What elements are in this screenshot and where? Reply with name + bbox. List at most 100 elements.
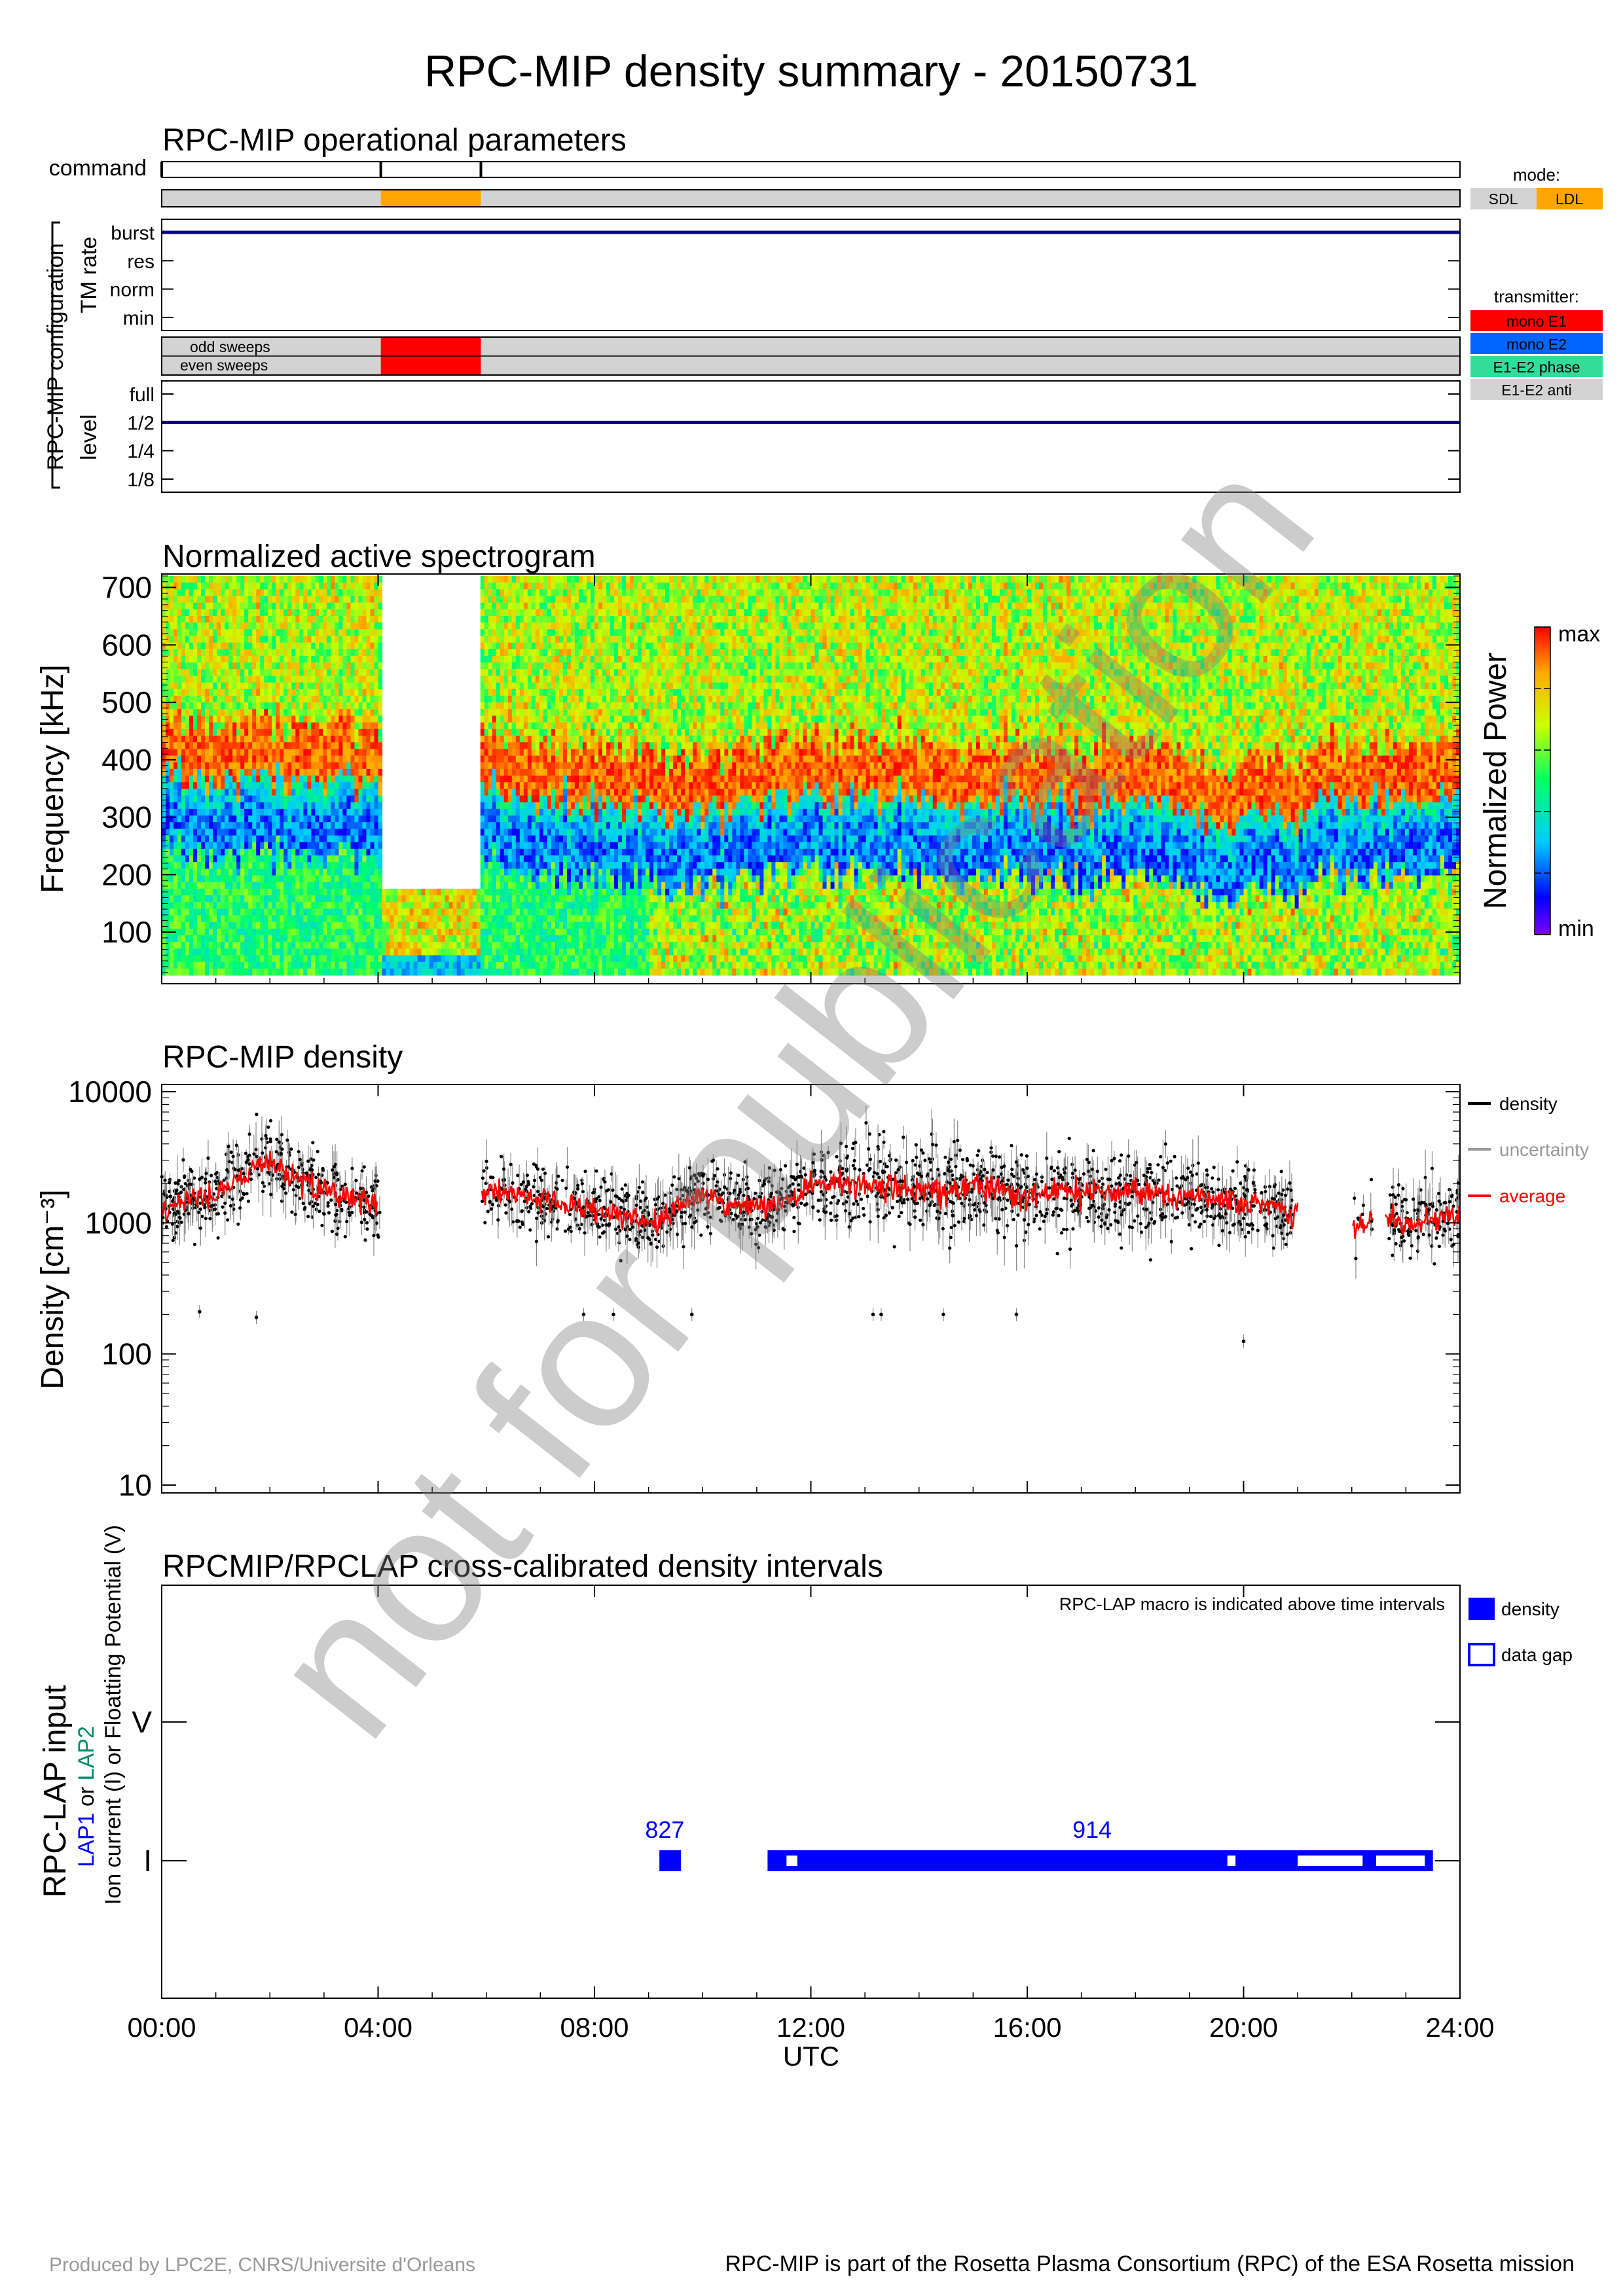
spec-cell — [228, 842, 233, 850]
spec-cell — [181, 676, 186, 683]
spec-cell — [260, 742, 264, 749]
spec-cell — [201, 769, 206, 776]
spec-cell — [193, 702, 198, 709]
spec-cell — [205, 689, 210, 696]
spec-cell — [177, 962, 182, 969]
spec-cell — [236, 656, 241, 663]
spec-cell — [236, 869, 241, 876]
spec-cell — [264, 836, 268, 843]
spec-cell — [248, 583, 253, 590]
spec-cell — [244, 636, 249, 643]
spec-cell — [240, 809, 245, 816]
spec-cell — [213, 616, 217, 623]
spec-cell — [213, 729, 217, 736]
spec-cell — [221, 889, 225, 896]
spec-cell — [209, 622, 213, 630]
spec-cell — [173, 629, 178, 636]
spec-cell — [228, 889, 233, 896]
spec-cell — [201, 935, 206, 942]
spec-cell — [173, 902, 178, 909]
spec-cell — [225, 576, 229, 583]
spec-cell — [240, 736, 245, 743]
spec-cell — [240, 902, 245, 909]
spec-cell — [205, 935, 210, 942]
spec-cell — [256, 689, 261, 696]
spec-cell — [240, 916, 245, 923]
spec-cell — [189, 869, 194, 876]
spec-cell — [256, 729, 261, 736]
spec-cell — [205, 616, 210, 623]
spec-cell — [276, 789, 280, 796]
spec-cell — [170, 636, 174, 643]
spec-cell — [260, 696, 264, 703]
spec-cell — [209, 709, 213, 716]
spec-cell — [228, 962, 233, 969]
spec-cell — [228, 829, 233, 836]
spec-cell — [205, 842, 210, 850]
spec-cell — [185, 576, 190, 583]
spec-cell — [225, 676, 229, 683]
spec-cell — [264, 723, 268, 730]
spec-cell — [276, 782, 280, 789]
spec-cell — [232, 869, 237, 876]
spec-cell — [236, 849, 241, 856]
spec-cell — [185, 723, 190, 730]
spec-cell — [260, 916, 264, 923]
spec-cell — [213, 935, 217, 942]
spec-cell — [276, 616, 280, 623]
spec-cell — [236, 716, 241, 723]
spec-cell — [205, 802, 210, 810]
spec-cell — [232, 716, 237, 723]
spec-cell — [272, 676, 276, 683]
spec-cell — [272, 596, 276, 603]
spec-cell — [217, 895, 221, 903]
spec-cell — [252, 756, 257, 763]
spec-cell — [177, 629, 182, 636]
spec-cell — [252, 769, 257, 776]
spec-cell — [268, 729, 272, 736]
spec-cell — [236, 589, 241, 596]
spec-cell — [193, 636, 198, 643]
spec-cell — [276, 908, 280, 916]
spec-cell — [189, 622, 194, 630]
spec-cell — [205, 789, 210, 796]
spec-cell — [276, 929, 280, 936]
spec-cell — [166, 902, 170, 909]
spec-cell — [268, 962, 272, 969]
spec-cell — [256, 842, 261, 850]
spec-cell — [185, 916, 190, 923]
spec-cell — [260, 622, 264, 630]
spec-cell — [268, 916, 272, 923]
spec-cell — [213, 962, 217, 969]
spec-cell — [173, 809, 178, 816]
command-track — [162, 162, 1460, 177]
spec-cell — [236, 729, 241, 736]
spec-cell — [252, 736, 257, 743]
spec-cell — [193, 603, 198, 610]
spec-cell — [228, 622, 233, 630]
spec-cell — [209, 942, 213, 949]
spec-cell — [181, 929, 186, 936]
spec-cell — [166, 876, 170, 883]
spec-cell — [189, 942, 194, 949]
spec-cell — [228, 676, 233, 683]
spec-cell — [201, 589, 206, 596]
spec-cell — [173, 789, 178, 796]
spec-cell — [209, 683, 213, 690]
spec-cell — [236, 882, 241, 889]
spec-cell — [217, 603, 221, 610]
spec-cell — [264, 622, 268, 630]
spec-cell — [260, 902, 264, 909]
spec-cell — [264, 876, 268, 883]
spec-cell — [264, 669, 268, 676]
spec-cell — [189, 922, 194, 929]
spec-cell — [189, 855, 194, 863]
spec-cell — [236, 649, 241, 656]
spec-cell — [225, 962, 229, 969]
spec-cell — [260, 756, 264, 763]
spec-cell — [240, 855, 245, 863]
spec-cell — [173, 736, 178, 743]
spec-cell — [213, 583, 217, 590]
spec-cell — [221, 689, 225, 696]
spec-cell — [260, 802, 264, 810]
